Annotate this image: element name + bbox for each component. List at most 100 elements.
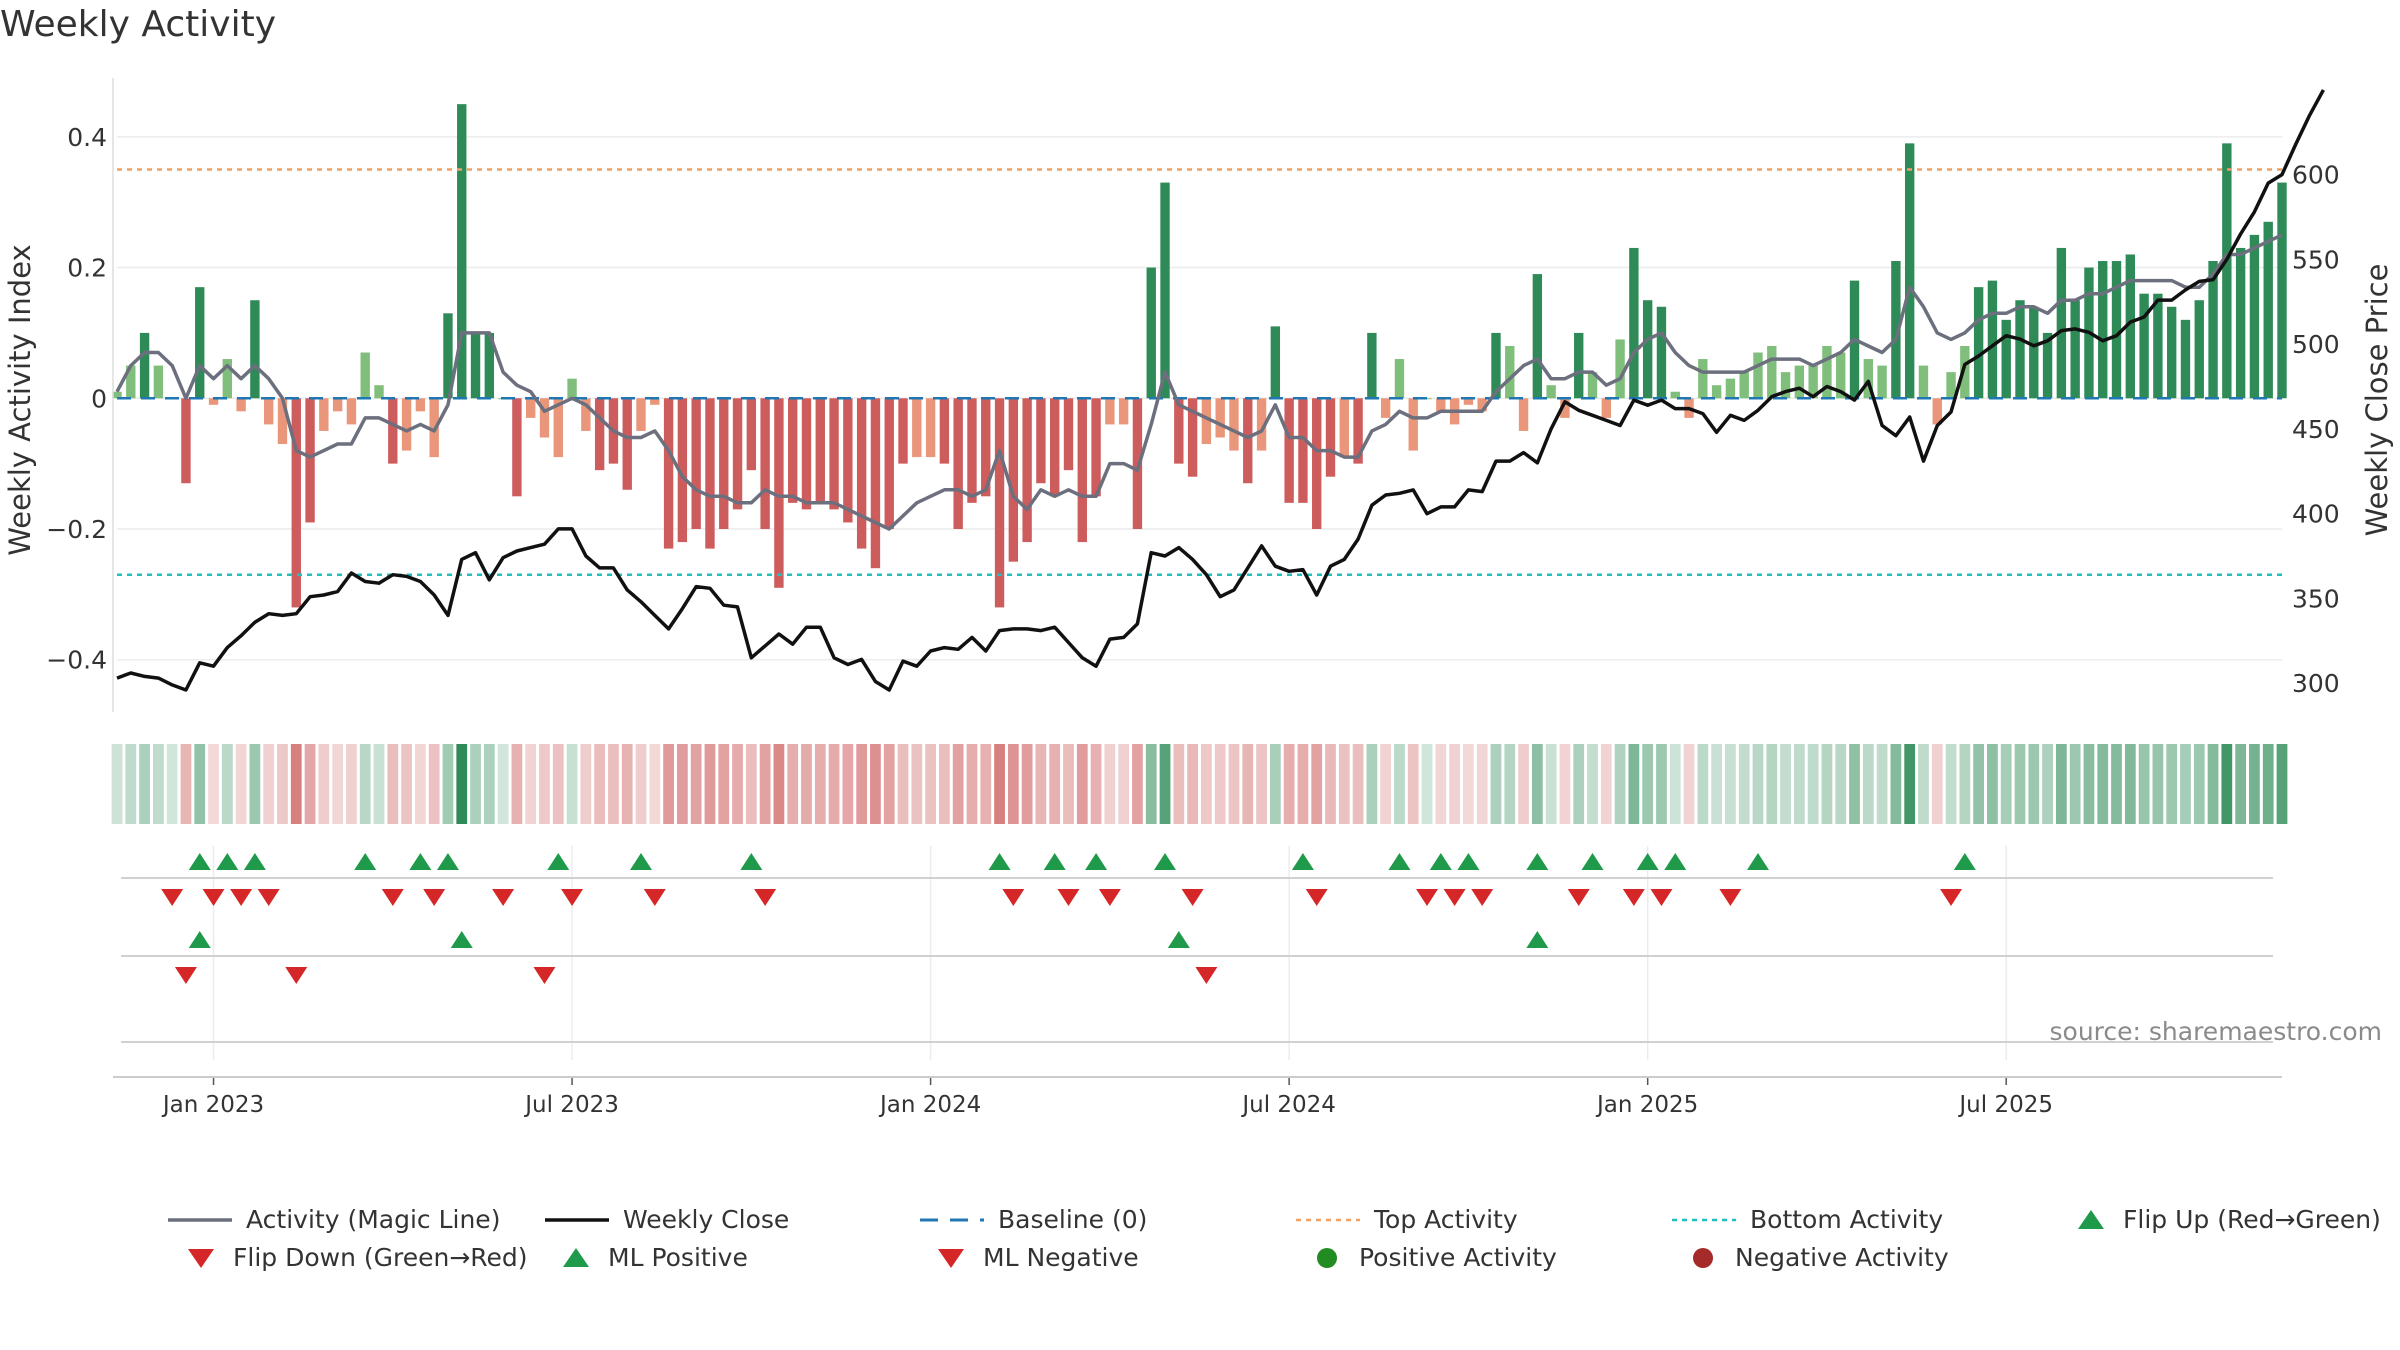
activity-bar bbox=[1601, 398, 1611, 418]
activity-bar bbox=[884, 398, 894, 529]
heat-strip-cell bbox=[1945, 744, 1957, 824]
flip-down-marker bbox=[230, 889, 253, 906]
ml-negative-marker bbox=[285, 967, 308, 984]
activity-bar bbox=[1587, 372, 1598, 399]
activity-bar bbox=[1780, 372, 1791, 399]
heat-strip-cell bbox=[787, 744, 799, 824]
activity-bar bbox=[1822, 345, 1832, 399]
activity-bar bbox=[567, 378, 577, 399]
flip-down-marker bbox=[1622, 889, 1645, 906]
heat-strip-cell bbox=[1931, 744, 1943, 824]
legend-label: Negative Activity bbox=[1735, 1243, 1949, 1272]
activity-bar bbox=[1353, 398, 1363, 464]
activity-bar bbox=[263, 398, 274, 425]
activity-bar bbox=[581, 398, 591, 431]
legend-label: Weekly Close bbox=[623, 1205, 790, 1234]
legend-label: Flip Up (Red→Green) bbox=[2123, 1205, 2381, 1234]
flip-up-marker bbox=[1291, 853, 1314, 870]
activity-bar bbox=[1932, 398, 1942, 425]
heat-strip-cell bbox=[635, 744, 647, 824]
y2-tick-label: 350 bbox=[2292, 584, 2340, 613]
activity-bar bbox=[1877, 365, 1887, 399]
heat-strip-cell bbox=[194, 744, 206, 824]
activity-bar bbox=[1187, 398, 1198, 477]
heat-strip-cell bbox=[2276, 744, 2288, 824]
activity-bar bbox=[788, 398, 798, 503]
activity-bar bbox=[1077, 398, 1087, 543]
y-tick-label: −0.4 bbox=[46, 646, 107, 675]
heat-strip bbox=[111, 744, 2288, 824]
y-tick-label: −0.2 bbox=[46, 515, 107, 544]
activity-bar bbox=[2029, 306, 2039, 399]
heat-strip-cell bbox=[1063, 744, 1074, 824]
activity-bar bbox=[801, 398, 812, 510]
activity-bar bbox=[1615, 339, 1625, 399]
activity-bar bbox=[181, 398, 191, 484]
activity-bar bbox=[1753, 352, 1763, 399]
heat-strip-cell bbox=[1007, 744, 1019, 824]
flip-up-marker bbox=[354, 853, 377, 870]
activity-bar bbox=[1725, 378, 1736, 399]
flip-down-marker bbox=[1416, 889, 1439, 906]
heat-strip-cell bbox=[925, 744, 936, 824]
flip-down-marker bbox=[754, 889, 777, 906]
heat-strip-cell bbox=[2221, 744, 2233, 824]
activity-bar bbox=[1794, 365, 1805, 399]
heat-strip-cell bbox=[539, 744, 550, 824]
activity-bar bbox=[1574, 332, 1584, 399]
activity-bar bbox=[388, 398, 398, 464]
positive-dot-icon bbox=[1317, 1247, 1337, 1268]
heat-strip-cell bbox=[952, 744, 964, 824]
heat-strip-cell bbox=[1821, 744, 1833, 824]
flip-down-marker bbox=[492, 889, 515, 906]
heat-strip-cell bbox=[2166, 744, 2178, 824]
heat-strip-cell bbox=[580, 744, 592, 824]
heat-strip-cell bbox=[1283, 744, 1295, 824]
activity-bar bbox=[1505, 345, 1515, 399]
activity-bar bbox=[1022, 398, 1032, 543]
heat-strip-cell bbox=[1256, 744, 1267, 824]
heat-strip-cell bbox=[2235, 744, 2247, 824]
flip-down-marker bbox=[161, 889, 184, 906]
activity-bar bbox=[1973, 287, 1984, 399]
heat-strip-cell bbox=[2207, 744, 2219, 824]
heat-strip-cell bbox=[828, 744, 840, 824]
heat-strip-cell bbox=[263, 744, 275, 824]
legend-item-magic: Activity (Magic Line) bbox=[168, 1205, 500, 1234]
legend-label: Activity (Magic Line) bbox=[246, 1205, 501, 1234]
activity-bar bbox=[1312, 398, 1322, 529]
activity-bar bbox=[594, 398, 605, 471]
y-axis-label: Weekly Activity Index bbox=[3, 244, 37, 555]
activity-bar bbox=[1118, 398, 1129, 425]
activity-bar bbox=[815, 398, 825, 503]
activity-bar bbox=[374, 385, 384, 399]
flip-down-marker bbox=[1305, 889, 1328, 906]
signal-markers: Jan 2023 Jul 2023 Jan 2024 Jul 2024 Jan 2025… bbox=[113, 846, 2282, 1118]
activity-bar bbox=[470, 332, 481, 399]
heat-strip-cell bbox=[1090, 744, 1102, 824]
heat-strip-cell bbox=[1711, 744, 1722, 824]
heat-strip-cell bbox=[1918, 744, 1929, 824]
activity-bar bbox=[1422, 398, 1432, 400]
flip-up-marker bbox=[1953, 853, 1976, 870]
activity-bar bbox=[553, 398, 563, 458]
heat-strip-cell bbox=[1697, 744, 1709, 824]
heat-strip-cell bbox=[842, 744, 854, 824]
flip-down-marker bbox=[423, 889, 446, 906]
activity-bar bbox=[2235, 247, 2246, 399]
activity-bar bbox=[139, 332, 150, 399]
activity-bar bbox=[195, 287, 205, 399]
activity-bar bbox=[870, 398, 881, 569]
y2-tick-label: 600 bbox=[2292, 161, 2340, 190]
activity-bar bbox=[705, 398, 715, 549]
ml-positive-marker bbox=[1526, 931, 1549, 948]
flip-down-marker bbox=[643, 889, 666, 906]
flip-up-marker bbox=[216, 853, 239, 870]
activity-bar bbox=[2166, 306, 2177, 399]
ml-negative-icon bbox=[938, 1248, 964, 1268]
flip-down-marker bbox=[381, 889, 404, 906]
activity-bar bbox=[415, 398, 426, 412]
close-line-swatch bbox=[545, 1217, 609, 1222]
activity-bar bbox=[291, 398, 301, 608]
activity-bar bbox=[746, 398, 757, 471]
